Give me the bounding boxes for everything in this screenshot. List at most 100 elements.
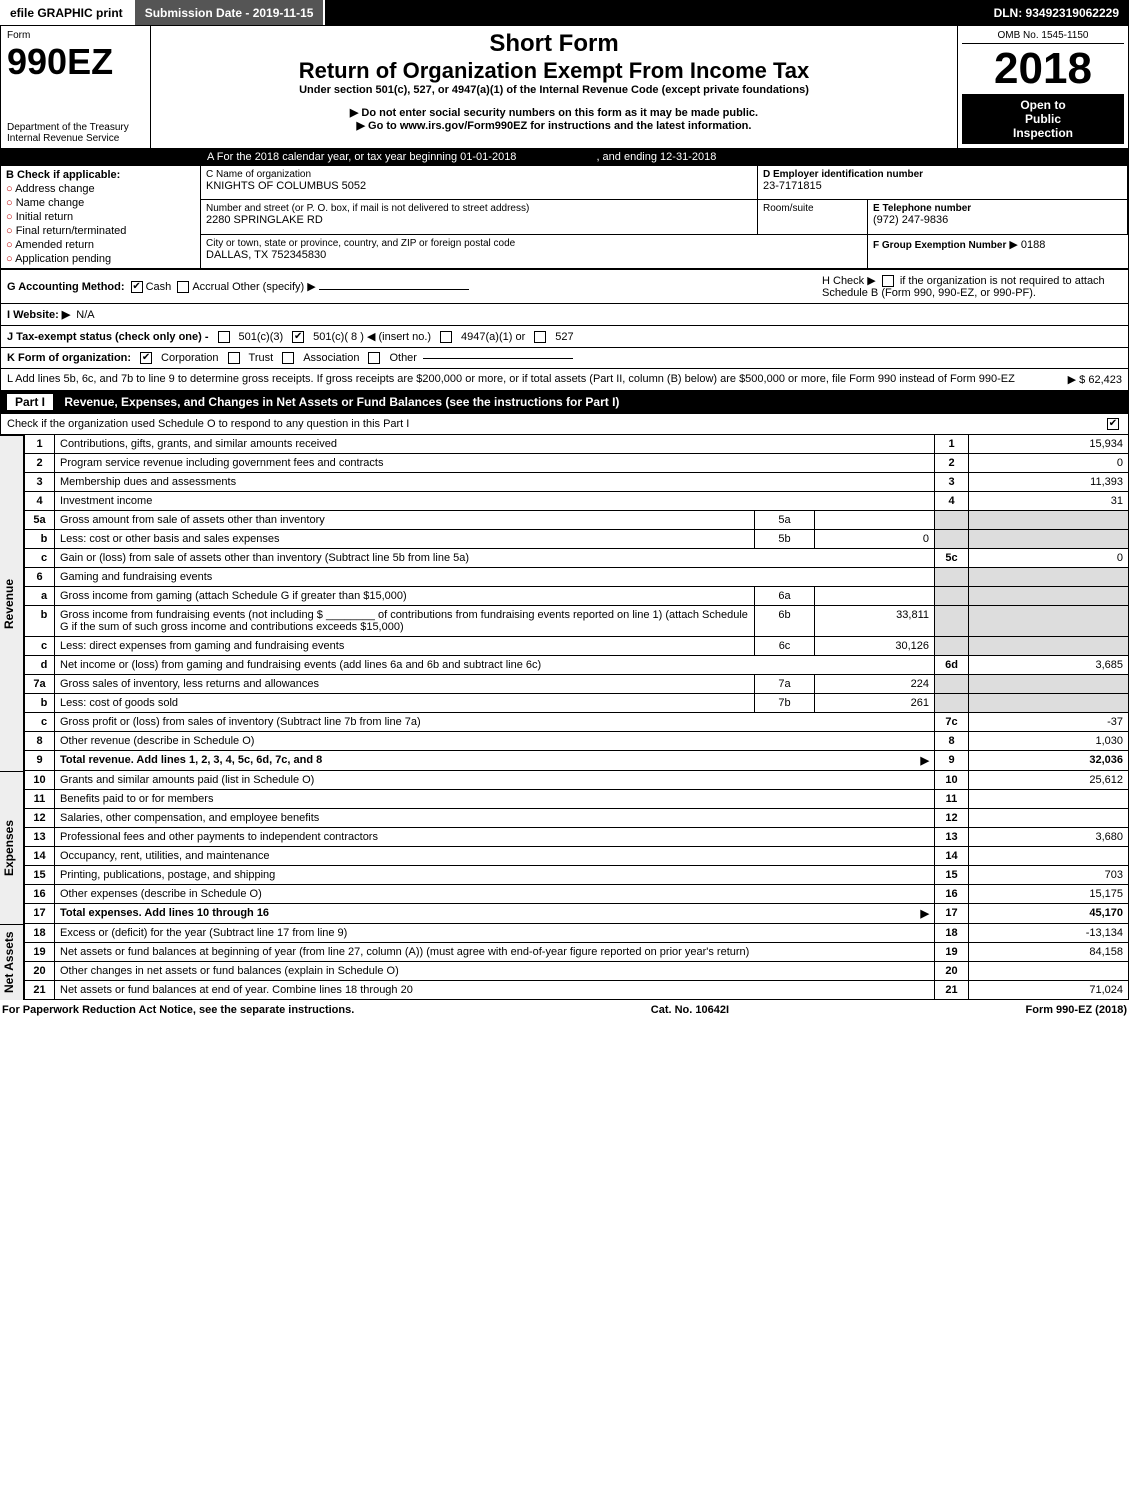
part-1-header: Part I Revenue, Expenses, and Changes in… bbox=[0, 391, 1129, 414]
row-21: 21 Net assets or fund balances at end of… bbox=[25, 981, 1129, 1000]
desc-12: Salaries, other compensation, and employ… bbox=[55, 809, 935, 828]
col-18: 18 bbox=[935, 924, 969, 943]
row-17: 17 Total expenses. Add lines 10 through … bbox=[25, 904, 1129, 924]
col-5c: 5c bbox=[935, 549, 969, 568]
col-7c: 7c bbox=[935, 713, 969, 732]
submission-date: Submission Date - 2019-11-15 bbox=[135, 0, 326, 25]
line-g-h: G Accounting Method: Cash Accrual Other … bbox=[0, 270, 1129, 304]
ln-7b: b bbox=[25, 694, 55, 713]
ln-17: 17 bbox=[25, 904, 55, 924]
desc-5b: Less: cost or other basis and sales expe… bbox=[55, 530, 755, 549]
val-14 bbox=[969, 847, 1129, 866]
desc-14: Occupancy, rent, utilities, and maintena… bbox=[55, 847, 935, 866]
col-1: 1 bbox=[935, 435, 969, 454]
sub-5a: 5a bbox=[755, 511, 815, 530]
desc-6d: Net income or (loss) from gaming and fun… bbox=[55, 656, 935, 675]
line-j: J Tax-exempt status (check only one) - 5… bbox=[0, 326, 1129, 348]
desc-7a: Gross sales of inventory, less returns a… bbox=[55, 675, 755, 694]
cash-label: Cash bbox=[146, 281, 172, 293]
desc-9: Total revenue. Add lines 1, 2, 3, 4, 5c,… bbox=[60, 754, 322, 766]
chk-schedule-b[interactable] bbox=[882, 275, 894, 287]
ln-6a: a bbox=[25, 587, 55, 606]
open-to-public: Open to Public Inspection bbox=[962, 94, 1124, 144]
row-5a: 5a Gross amount from sale of assets othe… bbox=[25, 511, 1129, 530]
identification-grid: B Check if applicable: Address change Na… bbox=[0, 166, 1129, 270]
sub-6a: 6a bbox=[755, 587, 815, 606]
box-c-city: City or town, state or province, country… bbox=[201, 235, 868, 269]
footer-left: For Paperwork Reduction Act Notice, see … bbox=[2, 1004, 354, 1016]
period-row: A For the 2018 calendar year, or tax yea… bbox=[0, 149, 1129, 166]
group-exemption-value: ▶ 0188 bbox=[1009, 239, 1045, 251]
ln-9: 9 bbox=[25, 751, 55, 771]
chk-final-return[interactable]: Final return/terminated bbox=[6, 225, 195, 237]
row-16: 16 Other expenses (describe in Schedule … bbox=[25, 885, 1129, 904]
chk-4947[interactable] bbox=[440, 331, 452, 343]
val-18: -13,134 bbox=[969, 924, 1129, 943]
open-line-3: Inspection bbox=[966, 126, 1120, 140]
footer-mid: Cat. No. 10642I bbox=[651, 1004, 729, 1016]
chk-501c3[interactable] bbox=[218, 331, 230, 343]
ln-14: 14 bbox=[25, 847, 55, 866]
chk-association[interactable] bbox=[282, 352, 294, 364]
footer-right: Form 990-EZ (2018) bbox=[1026, 1004, 1127, 1016]
desc-4: Investment income bbox=[55, 492, 935, 511]
val-3: 11,393 bbox=[969, 473, 1129, 492]
row-10: 10 Grants and similar amounts paid (list… bbox=[25, 771, 1129, 790]
part-1-label: Part I bbox=[7, 394, 53, 410]
row-7c: c Gross profit or (loss) from sales of i… bbox=[25, 713, 1129, 732]
box-c-name-label: C Name of organization bbox=[206, 169, 752, 180]
ln-5b: b bbox=[25, 530, 55, 549]
desc-15: Printing, publications, postage, and shi… bbox=[55, 866, 935, 885]
chk-initial-return[interactable]: Initial return bbox=[6, 211, 195, 223]
row-9: 9 Total revenue. Add lines 1, 2, 3, 4, 5… bbox=[25, 751, 1129, 771]
row-6b: b Gross income from fundraising events (… bbox=[25, 606, 1129, 637]
chk-501c[interactable] bbox=[292, 331, 304, 343]
revenue-side-label: Revenue bbox=[0, 435, 24, 771]
col-11: 11 bbox=[935, 790, 969, 809]
ein-value: 23-7171815 bbox=[763, 180, 1122, 192]
val-1: 15,934 bbox=[969, 435, 1129, 454]
line-i-label: I Website: ▶ bbox=[7, 308, 70, 321]
line-l-amount: ▶ $ 62,423 bbox=[1068, 373, 1122, 386]
open-line-1: Open to bbox=[966, 98, 1120, 112]
part-1-check-note: Check if the organization used Schedule … bbox=[7, 418, 409, 430]
chk-trust[interactable] bbox=[228, 352, 240, 364]
part-1-check-row: Check if the organization used Schedule … bbox=[0, 414, 1129, 435]
chk-527[interactable] bbox=[534, 331, 546, 343]
chk-cash[interactable] bbox=[131, 281, 143, 293]
desc-8: Other revenue (describe in Schedule O) bbox=[55, 732, 935, 751]
chk-schedule-o[interactable] bbox=[1107, 418, 1119, 430]
desc-16: Other expenses (describe in Schedule O) bbox=[55, 885, 935, 904]
line-h-prefix: H Check ▶ bbox=[822, 275, 876, 287]
val-15: 703 bbox=[969, 866, 1129, 885]
chk-other-org[interactable] bbox=[368, 352, 380, 364]
row-13: 13 Professional fees and other payments … bbox=[25, 828, 1129, 847]
chk-corporation[interactable] bbox=[140, 352, 152, 364]
col-4: 4 bbox=[935, 492, 969, 511]
row-8: 8 Other revenue (describe in Schedule O)… bbox=[25, 732, 1129, 751]
org-name: KNIGHTS OF COLUMBUS 5052 bbox=[206, 180, 752, 192]
expenses-table: 10 Grants and similar amounts paid (list… bbox=[24, 771, 1129, 924]
opt-501c3: 501(c)(3) bbox=[239, 331, 284, 343]
sv-6b: 33,811 bbox=[815, 606, 935, 637]
phone-value: (972) 247-9836 bbox=[873, 214, 1122, 226]
row-6c: c Less: direct expenses from gaming and … bbox=[25, 637, 1129, 656]
ln-7a: 7a bbox=[25, 675, 55, 694]
ln-7c: c bbox=[25, 713, 55, 732]
addr-label: Number and street (or P. O. box, if mail… bbox=[206, 203, 752, 214]
col-3: 3 bbox=[935, 473, 969, 492]
chk-name-change[interactable]: Name change bbox=[6, 197, 195, 209]
chk-amended-return[interactable]: Amended return bbox=[6, 239, 195, 251]
sv-7b: 261 bbox=[815, 694, 935, 713]
desc-5c: Gain or (loss) from sale of assets other… bbox=[55, 549, 935, 568]
period-end: , and ending 12-31-2018 bbox=[596, 151, 716, 163]
chk-address-change[interactable]: Address change bbox=[6, 183, 195, 195]
val-6d: 3,685 bbox=[969, 656, 1129, 675]
col-6d: 6d bbox=[935, 656, 969, 675]
val-11 bbox=[969, 790, 1129, 809]
chk-application-pending[interactable]: Application pending bbox=[6, 253, 195, 265]
chk-accrual[interactable] bbox=[177, 281, 189, 293]
val-8: 1,030 bbox=[969, 732, 1129, 751]
line-i: I Website: ▶ N/A bbox=[0, 304, 1129, 326]
box-b-header: B Check if applicable: bbox=[6, 169, 195, 181]
